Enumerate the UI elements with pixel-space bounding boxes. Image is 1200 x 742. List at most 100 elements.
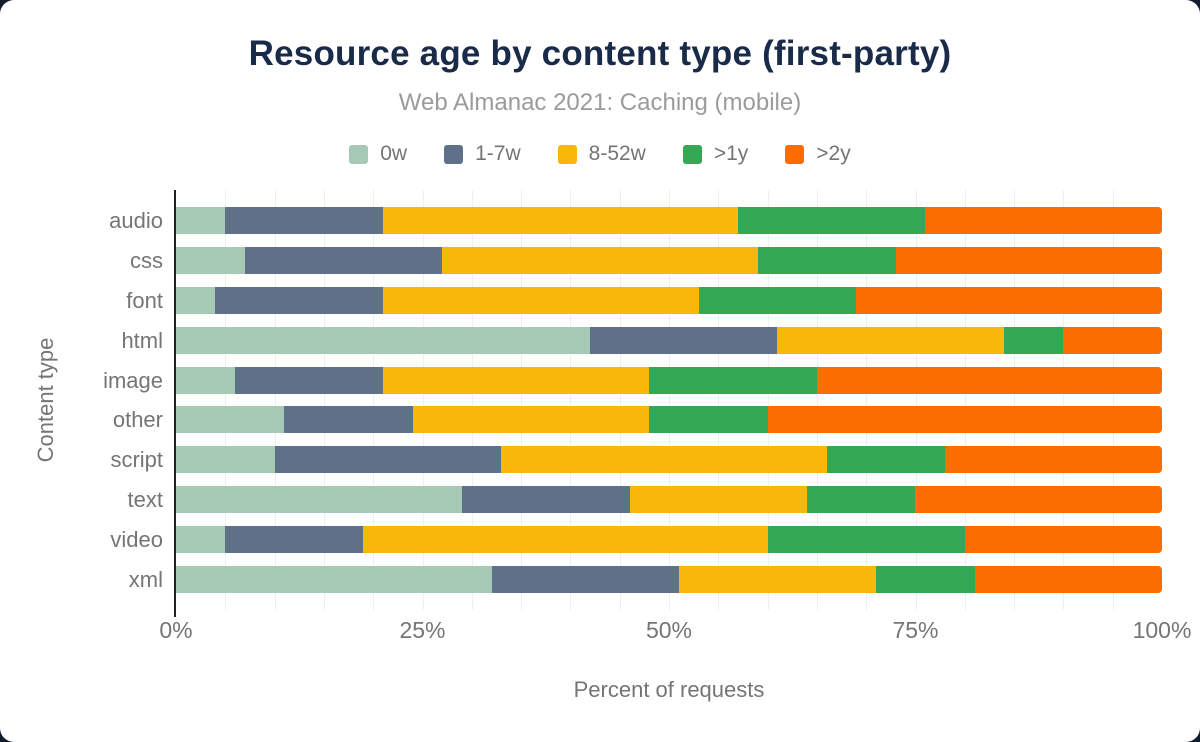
y-axis-line <box>174 190 176 617</box>
plot-area <box>174 190 1162 617</box>
bar-segment[interactable] <box>501 446 827 474</box>
bar-segment[interactable] <box>826 446 946 474</box>
bar-row <box>176 406 1162 434</box>
category-label: xml <box>128 566 163 592</box>
category-label: font <box>126 287 163 313</box>
bar-segment[interactable] <box>767 406 1162 434</box>
category-label: html <box>121 327 163 353</box>
legend: 0w 1-7w 8-52w >1y >2y <box>0 142 1200 166</box>
legend-swatch <box>349 144 369 164</box>
bar-segment[interactable] <box>176 366 236 394</box>
bar-segment[interactable] <box>176 486 462 514</box>
gridline <box>1112 190 1114 610</box>
bar-row <box>176 207 1162 234</box>
bar-segment[interactable] <box>442 246 758 274</box>
gridline <box>373 190 375 610</box>
bar-row <box>176 366 1162 394</box>
bar-segment[interactable] <box>491 565 679 593</box>
legend-item: 1-7w <box>444 142 521 166</box>
bar-segment[interactable] <box>1063 326 1162 354</box>
bar-segment[interactable] <box>895 246 1162 274</box>
bar-segment[interactable] <box>284 406 413 434</box>
bar-segment[interactable] <box>757 246 896 274</box>
bar-segment[interactable] <box>649 366 817 394</box>
category-label: text <box>127 487 163 513</box>
bar-segment[interactable] <box>274 446 502 474</box>
bar-row <box>176 326 1162 354</box>
bar-segment[interactable] <box>876 565 975 593</box>
bar-row <box>176 486 1162 514</box>
bar-segment[interactable] <box>383 286 699 314</box>
bar-segment[interactable] <box>363 526 768 553</box>
gridline <box>767 190 769 610</box>
gridline <box>471 190 473 610</box>
legend-label: >1y <box>713 142 749 165</box>
bar-segment[interactable] <box>816 366 1162 394</box>
bar-segment[interactable] <box>235 366 384 394</box>
bar-segment[interactable] <box>412 406 650 434</box>
x-tick-label: 25% <box>399 617 446 643</box>
bar-segment[interactable] <box>738 207 926 234</box>
bar-segment[interactable] <box>856 286 1162 314</box>
x-axis-title: Percent of requests <box>573 677 765 702</box>
bar-segment[interactable] <box>176 565 492 593</box>
bar-segment[interactable] <box>915 486 1162 514</box>
bar-segment[interactable] <box>383 207 738 234</box>
category-label: image <box>103 367 163 393</box>
gridline <box>816 190 818 610</box>
x-tick-label: 0% <box>159 617 193 643</box>
bar-segment[interactable] <box>383 366 650 394</box>
category-label: audio <box>109 208 163 233</box>
legend-item: >1y <box>682 142 749 166</box>
gridline <box>225 190 227 610</box>
legend-swatch <box>557 144 577 164</box>
bar-row <box>176 286 1162 314</box>
bar-segment[interactable] <box>225 526 364 553</box>
bar-segment[interactable] <box>225 207 384 234</box>
bar-segment[interactable] <box>678 565 877 593</box>
legend-swatch <box>444 144 464 164</box>
x-axis-ticks: 0% 25% 50% 75% 100% <box>159 617 1191 647</box>
legend-swatch <box>682 144 702 164</box>
bar-segment[interactable] <box>1004 326 1064 354</box>
gridline <box>915 190 917 610</box>
legend-label: >2y <box>816 142 851 165</box>
bar-segment[interactable] <box>807 486 916 514</box>
category-label: css <box>130 247 163 273</box>
bar-segment[interactable] <box>964 526 1162 553</box>
gridline <box>1014 190 1016 610</box>
y-axis-labels: audio css font html image other script text vide… <box>0 190 163 610</box>
bar-segment[interactable] <box>176 526 226 553</box>
legend-item: 0w <box>349 142 407 166</box>
bar-segment[interactable] <box>974 565 1162 593</box>
gridline <box>619 190 621 610</box>
bar-segment[interactable] <box>215 286 384 314</box>
gridline <box>323 190 325 610</box>
bar-row <box>176 526 1162 553</box>
gridline <box>570 190 572 610</box>
bar-segment[interactable] <box>767 526 965 553</box>
bar-segment[interactable] <box>176 326 591 354</box>
bar-segment[interactable] <box>777 326 1005 354</box>
gridline <box>718 190 720 610</box>
bar-segment[interactable] <box>590 326 778 354</box>
gridline <box>866 190 868 610</box>
legend-label: 8-52w <box>588 142 646 165</box>
bar-segment[interactable] <box>245 246 443 274</box>
bar-row <box>176 446 1162 474</box>
bar-segment[interactable] <box>461 486 630 514</box>
bar-segment[interactable] <box>176 207 226 234</box>
bar-segment[interactable] <box>649 406 768 434</box>
bar-segment[interactable] <box>176 286 216 314</box>
legend-label: 0w <box>380 142 408 165</box>
bar-segment[interactable] <box>629 486 808 514</box>
legend-swatch <box>785 144 805 164</box>
bar-segment[interactable] <box>176 406 285 434</box>
bar-segment[interactable] <box>176 446 275 474</box>
bar-segment[interactable] <box>176 246 246 274</box>
bar-segment[interactable] <box>945 446 1162 474</box>
legend-item: 8-52w <box>557 142 646 166</box>
bar-segment[interactable] <box>925 207 1162 234</box>
bar-segment[interactable] <box>698 286 857 314</box>
